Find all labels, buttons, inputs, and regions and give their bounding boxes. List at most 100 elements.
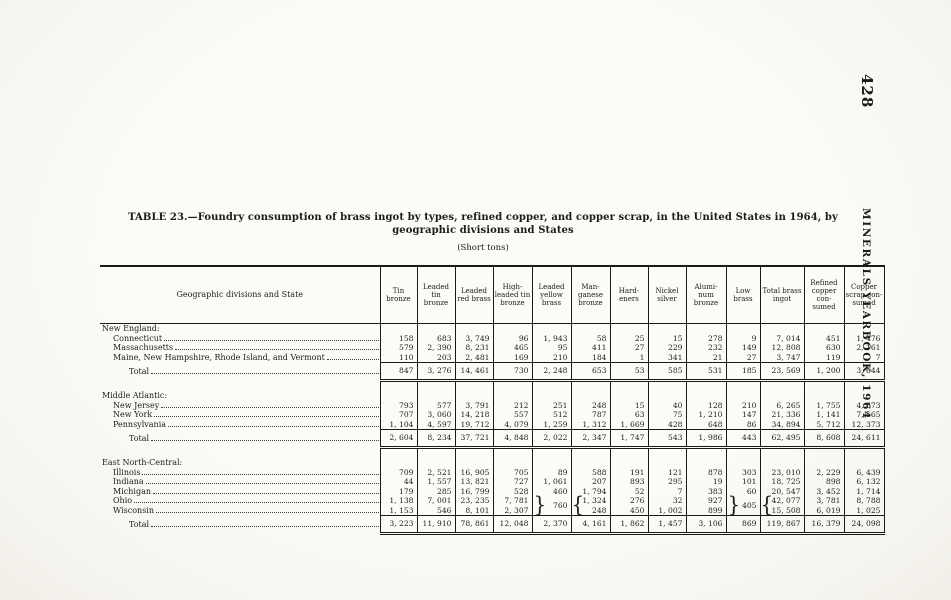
spacer-cell — [609, 447, 648, 458]
row-label: Wisconsin — [100, 506, 380, 516]
table-cell: 630 — [803, 343, 844, 353]
table-cell: 63 — [609, 410, 648, 420]
total-cell: 1, 986 — [685, 429, 726, 449]
table-cell: 14, 218 — [454, 410, 493, 420]
total-label: Total — [100, 363, 380, 381]
table-cell: 16, 905 — [454, 467, 493, 477]
row-label-leader: New Jersey — [113, 401, 380, 411]
table-header: Geographic divisions and State Tin bronze… — [100, 266, 885, 324]
column-header: Alumi-num bronze — [685, 266, 726, 324]
row-label-leader: Maine, New Hampshire, Rhode Island, and … — [113, 353, 380, 363]
table-cell: 787 — [570, 410, 610, 420]
table-cell: 1, 312 — [570, 419, 610, 430]
table-cell: 23, 235 — [454, 496, 493, 506]
spacer-cell — [454, 447, 493, 458]
spacer-cell — [492, 380, 532, 391]
empty-cell — [531, 458, 571, 468]
table-cell: 20, 547 — [759, 486, 804, 496]
table-cell: 21, 336 — [759, 410, 804, 420]
column-header: Hard-eners — [609, 266, 648, 324]
column-header: Man-ganese bronze — [570, 266, 610, 324]
total-cell: 2, 370 — [531, 515, 571, 535]
header-row: Geographic divisions and State Tin bronze… — [100, 266, 885, 324]
table-cell: 7, 565 — [843, 410, 885, 420]
row-label: New York — [100, 410, 380, 420]
empty-cell — [647, 391, 686, 401]
table-cell: 210 — [725, 400, 760, 410]
total-cell: 531 — [685, 362, 726, 382]
table-cell: 15, 508 — [759, 505, 804, 516]
table-cell: 119 — [803, 352, 844, 363]
row-label-text: Pennsylvania — [113, 419, 167, 429]
table-cell: 579 — [379, 343, 417, 353]
total-cell: 4, 848 — [492, 429, 532, 449]
table-cell: 3, 781 — [803, 496, 844, 506]
row-label-leader: Pennsylvania — [113, 420, 380, 430]
table-cell: 512 — [531, 410, 571, 420]
total-cell: 119, 867 — [759, 515, 804, 535]
table-container: Geographic divisions and State Tin bronze… — [100, 265, 885, 535]
row-label-text: Connecticut — [113, 333, 163, 343]
empty-cell — [685, 323, 726, 334]
empty-cell — [759, 323, 804, 334]
leader-dots — [145, 483, 379, 484]
table-cell: 4, 597 — [416, 419, 455, 430]
column-header: Refined copper con-sumed — [803, 266, 844, 324]
empty-cell — [759, 391, 804, 401]
table-cell: 6, 439 — [843, 467, 885, 477]
row-label-text: Total — [129, 519, 150, 529]
total-cell: 3, 644 — [843, 362, 885, 382]
empty-cell — [609, 458, 648, 468]
table-cell: 158 — [379, 333, 417, 343]
table-cell: 251 — [531, 400, 571, 410]
table-body: New England: Connecticut 158 683 3, 749 96 1, … — [100, 323, 885, 535]
table-cell: 8, 231 — [454, 343, 493, 353]
total-label: Total — [100, 430, 380, 448]
table-cell: 27 — [725, 352, 760, 363]
total-cell: 585 — [647, 362, 686, 382]
column-header-geographic: Geographic divisions and State — [100, 266, 380, 324]
row-label-leader: Massachusetts — [113, 343, 380, 353]
table-cell: 75 — [647, 410, 686, 420]
spacer-cell — [379, 380, 417, 391]
column-header: Leaded red brass — [454, 266, 493, 324]
column-header: Leaded yellow brass — [531, 266, 571, 324]
table-cell: 1, 794 — [570, 486, 610, 496]
spacer-cell — [100, 381, 380, 392]
row-label-leader: Total — [129, 520, 380, 530]
total-cell: 443 — [725, 429, 760, 449]
table-cell: 3, 452 — [803, 486, 844, 496]
table-cell: 1 — [609, 352, 648, 363]
row-label-text: Massachusetts — [113, 343, 174, 352]
table-cell: 12, 808 — [759, 343, 804, 353]
brace-left: { — [571, 491, 585, 518]
table-row: Michigan 179 285 16, 799 528 460 1, 794 52 7 383 6… — [100, 486, 885, 496]
table-row: Maine, New Hampshire, Rhode Island, and … — [100, 352, 885, 363]
section-heading-row: Middle Atlantic: — [100, 391, 885, 401]
row-label: Massachusetts — [100, 343, 380, 353]
table-cell: 451 — [803, 333, 844, 343]
leader-dots — [154, 416, 379, 417]
table-cell: 1, 943 — [531, 333, 571, 343]
table-cell: 893 — [609, 477, 648, 487]
table-cell: 169 — [492, 352, 532, 363]
table-cell: 7, 001 — [416, 496, 455, 506]
table-row: Massachusetts 579 2, 390 8, 231 465 95 411 27 22… — [100, 343, 885, 353]
row-label-leader: New York — [113, 410, 380, 420]
leader-dots — [151, 525, 379, 527]
table-cell: 411 — [570, 343, 610, 353]
table-cell: 212 — [492, 400, 532, 410]
table-cell: 34, 894 — [759, 419, 804, 430]
row-label-leader: Ohio — [113, 496, 380, 506]
empty-cell — [416, 391, 455, 401]
row-label-leader: Connecticut — [113, 334, 380, 344]
table-cell: 898 — [803, 477, 844, 487]
column-header: Total brass ingot — [759, 266, 804, 324]
table-cell: 203 — [416, 352, 455, 363]
table-cell: 207 — [570, 477, 610, 487]
leader-dots — [156, 511, 379, 513]
spacer-row — [100, 380, 885, 392]
empty-cell — [454, 458, 493, 468]
spacer-cell — [647, 380, 686, 391]
table-row: Indiana 44 1, 557 13, 821 727 1, 061 207 893 295… — [100, 477, 885, 487]
